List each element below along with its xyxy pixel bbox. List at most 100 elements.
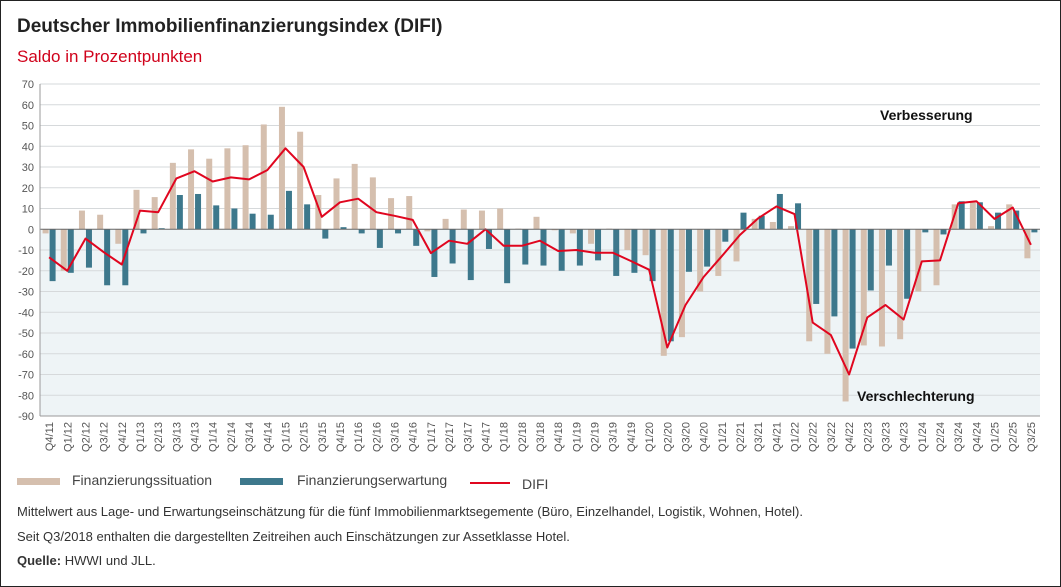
bar-finanzierungssituation [42,229,49,234]
bar-finanzierungssituation [133,189,140,230]
bar-finanzierungssituation [115,229,122,244]
bar-finanzierungssituation [242,145,249,230]
legend-swatch-erwartung [240,478,283,485]
chart-subtitle: Saldo in Prozentpunkten [17,47,203,66]
bar-finanzierungserwartung [140,229,147,234]
x-tick-label: Q4/12 [117,422,129,452]
bar-finanzierungserwartung [449,229,456,264]
x-tick-label: Q4/11 [44,422,56,451]
x-tick-label: Q2/22 [808,422,820,452]
bar-finanzierungssituation [660,229,667,356]
bar-finanzierungssituation [351,163,358,230]
x-tick-label: Q2/20 [662,422,674,452]
footnote-2: Seit Q3/2018 enthalten die dargestellten… [17,529,570,544]
bar-finanzierungssituation [988,226,995,230]
x-tick-label: Q2/24 [935,422,947,452]
bar-finanzierungssituation [878,229,885,347]
x-tick-label: Q3/24 [953,422,965,452]
x-tick-label: Q4/21 [771,422,783,452]
x-tick-label: Q3/23 [881,422,893,452]
bar-finanzierungserwartung [885,229,892,266]
bar-finanzierungssituation [769,221,776,230]
bar-finanzierungssituation [260,124,267,230]
bar-finanzierungserwartung [831,229,838,317]
bar-finanzierungssituation [533,216,540,230]
bar-finanzierungserwartung [995,212,1002,230]
y-tick-label: 20 [22,183,34,195]
bar-finanzierungserwartung [158,228,165,230]
x-tick-label: Q3/25 [1026,422,1038,452]
y-tick-label: -70 [18,370,34,382]
bar-finanzierungserwartung [849,229,856,349]
y-tick-label: -50 [18,328,34,340]
y-tick-label: -80 [18,390,34,402]
y-tick-label: 50 [22,121,34,133]
bar-finanzierungssituation [642,229,649,256]
bar-finanzierungserwartung [667,229,674,342]
legend-label-situation: Finanzierungssituation [72,472,213,488]
bar-finanzierungserwartung [249,213,256,230]
bar-finanzierungserwartung [122,229,129,286]
source-label: Quelle: [17,553,62,568]
x-tick-label: Q1/25 [990,422,1002,452]
y-tick-label: 40 [22,141,34,153]
x-tick-label: Q1/22 [790,422,802,452]
chart-title: Deutscher Immobilienfinanzierungsindex (… [17,16,443,37]
x-tick-label: Q2/17 [444,422,456,452]
x-tick-label: Q1/21 [717,422,729,452]
bar-finanzierungserwartung [467,229,474,281]
legend-label-erwartung: Finanzierungserwartung [297,472,448,488]
bar-finanzierungssituation [751,218,758,230]
bar-finanzierungssituation [188,149,195,230]
bar-finanzierungserwartung [304,204,311,230]
x-tick-label: Q2/15 [299,422,311,452]
bar-finanzierungssituation [478,210,485,230]
x-tick-label: Q4/16 [408,422,420,452]
bar-finanzierungserwartung [104,229,111,286]
x-tick-label: Q3/21 [753,422,765,452]
bar-finanzierungserwartung [685,229,692,272]
bar-finanzierungserwartung [540,229,547,266]
bar-finanzierungssituation [733,229,740,262]
bar-finanzierungssituation [1024,229,1031,259]
bar-finanzierungserwartung [85,229,92,268]
bar-finanzierungserwartung [358,229,365,234]
x-tick-label: Q4/23 [899,422,911,452]
y-tick-label: 60 [22,100,34,112]
x-tick-label: Q1/19 [571,422,583,452]
bar-finanzierungssituation [60,229,67,271]
x-tick-label: Q1/14 [208,422,220,452]
x-tick-label: Q2/14 [226,422,238,452]
bar-finanzierungssituation [369,177,376,230]
x-tick-label: Q2/12 [81,422,93,452]
bar-finanzierungssituation [206,158,213,230]
bar-finanzierungssituation [388,198,395,230]
x-tick-label: Q1/16 [353,422,365,452]
bar-finanzierungserwartung [1031,229,1038,233]
bar-finanzierungssituation [169,162,176,230]
bar-finanzierungserwartung [376,229,383,248]
annotation-verbesserung: Verbesserung [880,107,973,123]
bar-finanzierungssituation [806,229,813,342]
bar-finanzierungserwartung [795,203,802,230]
x-tick-label: Q4/22 [844,422,856,452]
bar-finanzierungserwartung [504,229,511,284]
difi-line [48,147,1032,376]
bar-finanzierungserwartung [413,229,420,246]
x-tick-label: Q3/20 [681,422,693,452]
bar-finanzierungssituation [824,229,831,354]
bar-finanzierungserwartung [195,193,202,230]
bar-finanzierungserwartung [722,229,729,242]
legend-swatch-difi [470,482,510,484]
y-tick-label: 70 [22,79,34,91]
bar-finanzierungserwartung [322,229,329,239]
bar-finanzierungserwartung [613,229,620,276]
x-tick-label: Q3/17 [462,422,474,452]
bar-finanzierungssituation [569,229,576,234]
bar-finanzierungserwartung [522,229,529,265]
bar-finanzierungserwartung [958,201,965,230]
x-tick-label: Q4/14 [262,422,274,452]
bar-finanzierungserwartung [595,229,602,261]
bar-finanzierungssituation [788,226,795,230]
x-tick-label: Q3/14 [244,422,256,452]
